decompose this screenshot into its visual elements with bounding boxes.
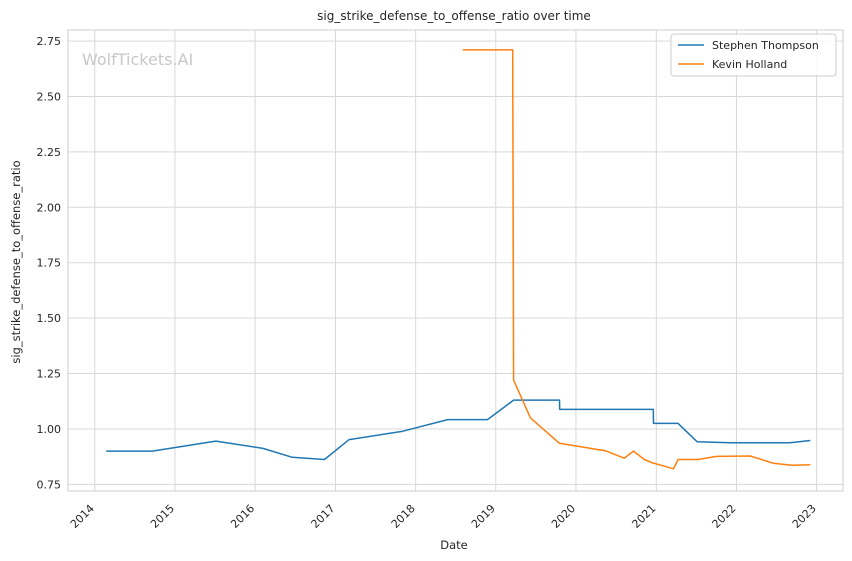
x-axis-title: Date [440,538,468,552]
legend: Stephen Thompson Kevin Holland [670,33,837,77]
watermark-text: WolfTickets.AI [82,50,193,69]
y-tick-label: 2.00 [37,201,62,214]
chart-title: sig_strike_defense_to_offense_ratio over… [317,9,591,23]
y-axis-ticks: 0.75 1.00 1.25 1.50 1.75 2.00 2.25 2.50 2.75 [37,35,62,491]
y-tick-label: 1.50 [37,312,62,325]
y-tick-label: 2.25 [37,146,62,159]
y-tick-label: 0.75 [37,478,62,491]
y-tick-label: 1.75 [37,257,62,270]
y-tick-label: 1.00 [37,423,62,436]
legend-label-stephen-thompson: Stephen Thompson [712,39,819,52]
series-layer [106,49,811,470]
series-line-stephen-thompson [106,399,811,461]
y-axis-title: sig_strike_defense_to_offense_ratio [9,160,23,363]
y-tick-label: 2.50 [37,90,62,103]
legend-label-kevin-holland: Kevin Holland [712,58,787,71]
legend-box [670,33,837,77]
series-line-kevin-holland [462,49,811,470]
x-axis-ticks: 2014 2015 2016 2017 2018 2019 2020 2021 2022 2023 [68,502,819,531]
grid-lines [68,30,843,491]
y-tick-label: 2.75 [37,35,62,48]
plot-frame [67,29,844,492]
y-tick-label: 1.25 [37,368,62,381]
